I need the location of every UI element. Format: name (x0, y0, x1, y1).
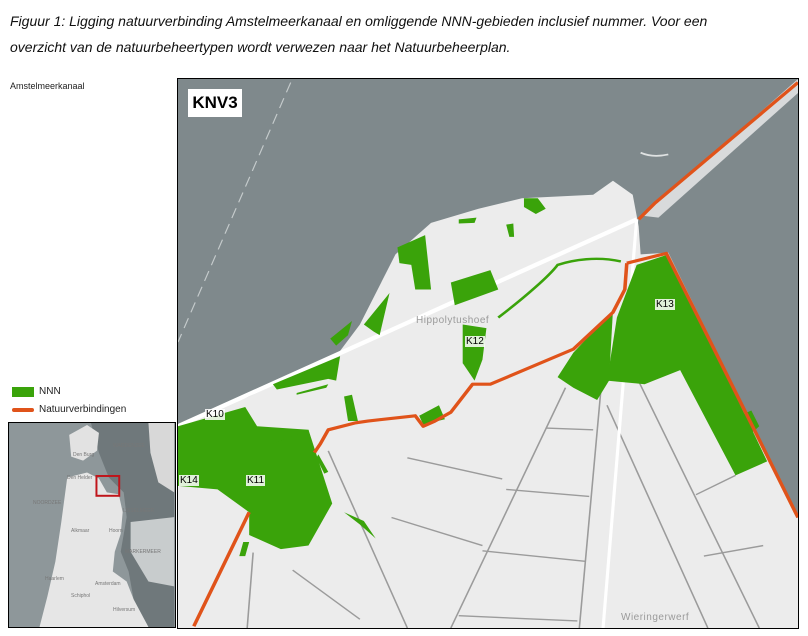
inset-texel (69, 424, 99, 461)
route-east-dike (626, 251, 798, 519)
water-boundary-line (178, 82, 292, 343)
inset-label: Haarlem (45, 576, 64, 582)
inset-label: Den Burg (73, 452, 95, 458)
main-road (178, 217, 638, 429)
legend-label: NNN (39, 386, 61, 397)
field-lines (246, 376, 764, 628)
map-title: Amstelmeerkanaal (10, 81, 85, 91)
nnn-swatch-icon (12, 386, 34, 397)
main-map: KNV3 K10 K14 K11 K12 K13 Hippolytushoef … (177, 78, 799, 629)
route-causeway (637, 81, 798, 221)
inset-label: WADDENZEE (113, 443, 145, 449)
inset-label: Den Helder (67, 475, 93, 481)
inset-label: MARKERMEER (125, 549, 161, 555)
nnn-area-k13-west (557, 310, 613, 400)
inset-highlight-box (95, 474, 121, 497)
route-southwest (192, 511, 251, 627)
legend-item-nnn: NNN (12, 386, 61, 397)
inset-label: Hilversum (113, 607, 136, 613)
route-line-icon (12, 407, 34, 412)
caption-line-1: Figuur 1: Ligging natuurverbinding Amste… (10, 13, 708, 29)
inset-label: IJSSELMEER (123, 508, 155, 514)
inset-label: Hoorn (109, 528, 123, 534)
map-badge: KNV3 (188, 89, 242, 117)
route-amstelmeerkanaal (312, 263, 629, 454)
main-map-graphic (178, 79, 798, 628)
inset-label: Schiphol (71, 593, 91, 599)
legend-item-natuurverbindingen: Natuurverbindingen (12, 404, 126, 415)
legend-label: Natuurverbindingen (39, 404, 127, 415)
nnn-area-k13 (607, 254, 768, 476)
caption-line-2: overzicht van de natuurbeheertypen wordt… (10, 39, 511, 55)
inset-label: Amsterdam (95, 581, 121, 587)
area-label-k11: K11 (246, 475, 266, 486)
area-label-k10: K10 (205, 409, 225, 420)
overview-inset-map: Den Burg Den Helder NOORDZEE Alkmaar Hoo… (8, 422, 176, 628)
nnn-dike-strip (497, 257, 622, 319)
area-label-k13: K13 (655, 299, 675, 310)
area-label-k12: K12 (465, 336, 485, 347)
place-label-wieringerwerf: Wieringerwerf (621, 612, 690, 623)
figure-caption: Figuur 1: Ligging natuurverbinding Amste… (10, 8, 800, 60)
inset-label: NOORDZEE (33, 500, 62, 506)
natuurverbindingen-routes (192, 81, 798, 627)
place-label-hippolytushoef: Hippolytushoef (416, 315, 490, 326)
inset-noord-holland (39, 472, 149, 627)
inset-label: Alkmaar (71, 528, 90, 534)
inset-map-graphic (9, 423, 175, 627)
area-label-k14: K14 (179, 475, 199, 486)
